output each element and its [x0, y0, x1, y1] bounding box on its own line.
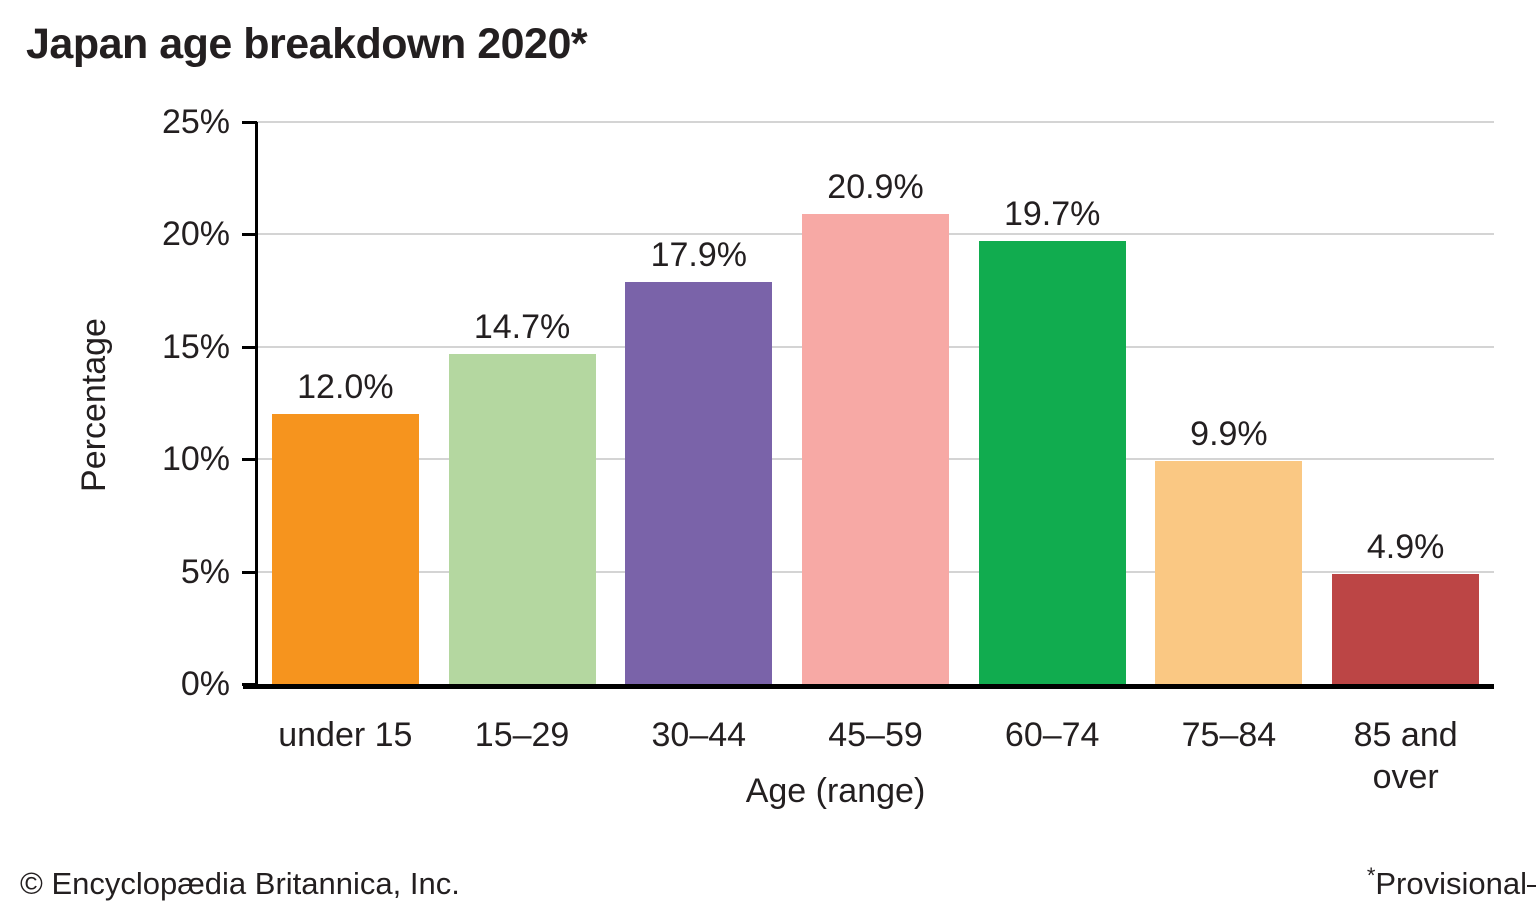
- y-axis-line: [255, 122, 258, 689]
- bar-value-label: 17.9%: [650, 235, 747, 274]
- bar-60–74: [978, 241, 1126, 684]
- bar-30–44: [625, 281, 773, 684]
- bar-value-label: 20.9%: [827, 168, 924, 207]
- x-tick-label: 15–29: [474, 716, 570, 754]
- x-tick-label: 85 and over: [1353, 716, 1458, 796]
- x-tick-label: under 15: [278, 716, 413, 754]
- bar-value-label: 14.7%: [473, 307, 571, 346]
- x-axis-baseline: [243, 684, 1494, 689]
- footnote: *Provisional: [1366, 863, 1527, 902]
- bar-15–29: [448, 353, 596, 684]
- bar-75–84: [1155, 461, 1303, 684]
- y-tick-mark: [242, 345, 257, 349]
- y-tick-mark: [242, 458, 257, 462]
- bar-value-label: 19.7%: [1003, 195, 1101, 234]
- x-tick-label: 30–44: [651, 716, 747, 754]
- bar-value-label: 12.0%: [297, 368, 394, 407]
- x-tick-label: 75–84: [1181, 716, 1277, 754]
- y-tick-mark: [242, 233, 257, 237]
- y-tick-label: 0%: [180, 665, 230, 703]
- gridline: [257, 121, 1494, 123]
- bar-under-15: [271, 414, 419, 684]
- y-tick-mark: [242, 121, 257, 124]
- bar-45–59: [802, 214, 949, 684]
- y-tick-label: 15%: [161, 327, 230, 366]
- x-axis-title: Age (range): [745, 772, 926, 810]
- x-tick-label: 60–74: [1004, 716, 1100, 754]
- y-tick-label: 10%: [161, 440, 230, 479]
- y-tick-mark: [242, 570, 257, 574]
- y-tick-label: 20%: [161, 215, 230, 254]
- y-tick-label: 25%: [161, 103, 230, 141]
- bar-85-and-over: [1332, 573, 1480, 684]
- footnote-text: Provisional: [1375, 866, 1527, 901]
- bar-value-label: 9.9%: [1190, 415, 1268, 454]
- bar-value-label: 4.9%: [1366, 527, 1445, 566]
- footnote-clipped-mark: –: [1527, 866, 1536, 902]
- y-axis-title: Percentage: [75, 318, 113, 492]
- y-tick-mark: [242, 683, 257, 686]
- footnote-asterisk: *: [1366, 863, 1376, 888]
- y-tick-label: 5%: [180, 552, 230, 591]
- copyright-text: © Encyclopædia Britannica, Inc.: [20, 866, 460, 901]
- x-tick-label: 45–59: [828, 716, 923, 754]
- chart-title: Japan age breakdown 2020*: [26, 20, 588, 68]
